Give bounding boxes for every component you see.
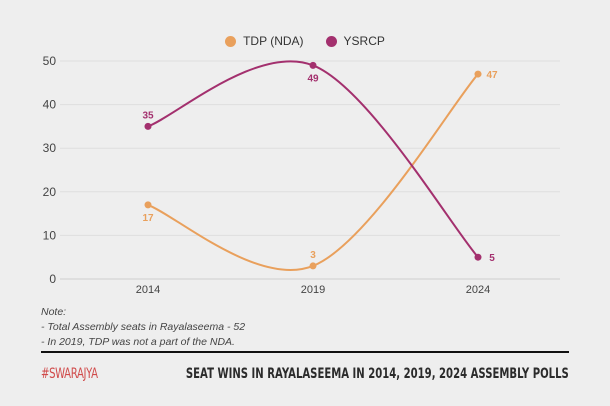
brand-logo: #SWARAJYA [41,366,98,382]
divider [41,351,569,353]
legend-item-ysrcp[interactable]: YSRCP [325,34,385,48]
note: Note: - Total Assembly seats in Rayalase… [41,305,245,350]
y-tick-label: 40 [43,98,57,112]
data-label: 49 [307,73,319,84]
legend-label-ysrcp: YSRCP [343,34,385,48]
data-point [144,201,152,209]
data-label: 47 [486,70,498,81]
data-point [474,70,482,78]
legend-label-tdp: TDP (NDA) [243,34,304,48]
x-tick-label: 2024 [466,284,490,296]
y-tick-label: 50 [43,54,57,68]
note-line: - Total Assembly seats in Rayalaseema - … [41,321,246,333]
note-line: - In 2019, TDP was not a part of the NDA… [41,336,235,348]
y-tick-label: 0 [49,272,56,286]
data-point [309,61,317,69]
y-tick-label: 10 [43,228,57,242]
ysrcp-swatch-icon [325,35,337,47]
legend: TDP (NDA) YSRCP [0,34,610,48]
data-label: 17 [142,213,154,224]
data-label: 35 [142,110,154,121]
y-tick-label: 30 [43,141,57,155]
tdp-swatch-icon [225,35,237,47]
line-chart: 0 10 20 30 40 50 2014 2019 2024 17 3 47 35 49 5 [43,54,560,296]
data-point [474,253,482,261]
x-tick-label: 2014 [136,284,160,296]
data-label: 5 [489,253,495,264]
series-line-tdp [147,73,479,271]
legend-item-tdp[interactable]: TDP (NDA) [225,34,304,48]
y-tick-label: 20 [43,185,57,199]
note-heading: Note: [41,306,67,318]
chart-title: SEAT WINS IN RAYALASEEMA IN 2014, 2019, … [186,366,569,382]
data-label: 3 [310,250,316,261]
series-line-ysrcp [147,60,479,258]
data-point [309,262,317,270]
x-tick-label: 2019 [301,284,325,296]
data-point [144,122,152,130]
